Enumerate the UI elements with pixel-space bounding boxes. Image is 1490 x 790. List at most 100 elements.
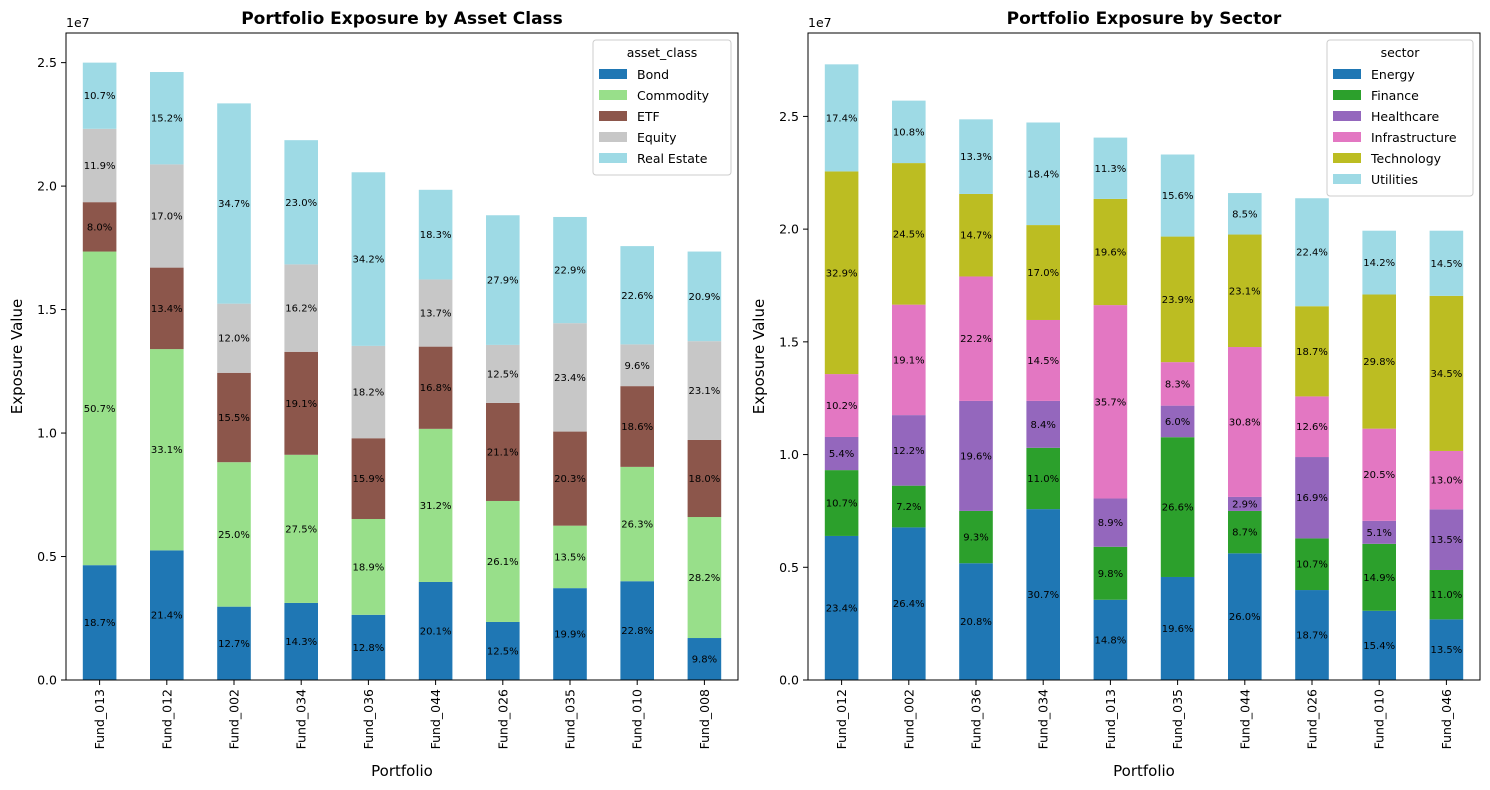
data-label: 14.2%	[1363, 258, 1395, 269]
legend-entry: Commodity	[637, 88, 710, 103]
data-label: 27.9%	[487, 276, 519, 287]
bar-segment-technology	[1295, 306, 1329, 397]
bar-segment-energy	[959, 563, 993, 680]
bar-segment-healthcare	[1093, 498, 1128, 547]
bar-segment-etf	[687, 439, 722, 518]
bar-segment-energy	[1026, 509, 1060, 680]
y-tick-label: 2.5	[37, 55, 57, 70]
bar-segment-equity	[284, 264, 318, 352]
bar-segment-finance	[1429, 569, 1464, 620]
data-label: 14.9%	[1363, 573, 1395, 584]
data-label: 33.1%	[151, 445, 183, 456]
bar-segment-commodity	[351, 518, 386, 615]
data-label: 14.7%	[960, 231, 992, 242]
bar-segment-healthcare	[1160, 405, 1195, 438]
data-label: 8.4%	[1030, 420, 1055, 431]
data-label: 19.1%	[893, 355, 925, 366]
bar-segment-bond	[486, 621, 520, 680]
bar-segment-real-estate	[217, 103, 251, 304]
plot-frame	[65, 32, 739, 681]
x-tick-label: Fund_008	[697, 689, 712, 749]
legend-entry: Infrastructure	[1371, 130, 1457, 145]
data-label: 15.4%	[1363, 641, 1395, 652]
bar-segment-commodity	[82, 251, 117, 566]
data-label: 11.0%	[1431, 590, 1463, 601]
data-label: 6.0%	[1165, 417, 1190, 428]
data-label: 9.8%	[1098, 569, 1123, 580]
data-label: 50.7%	[84, 404, 116, 415]
legend-entry: ETF	[637, 109, 660, 124]
legend-swatch-technology	[1333, 153, 1361, 163]
legend: asset_class Bond Commodity ETF Equity Real Es…	[592, 39, 732, 176]
bar-segment-equity	[687, 341, 722, 440]
bar-segment-real-estate	[284, 140, 318, 265]
legend-swatch-infrastructure	[1333, 132, 1361, 142]
data-label: 14.3%	[285, 637, 317, 648]
bar-segment-etf	[82, 202, 117, 252]
bar-segment-equity	[150, 164, 184, 268]
data-label: 5.1%	[1366, 528, 1391, 539]
legend-box	[1326, 39, 1474, 197]
y-tick-label: 0.0	[779, 673, 799, 688]
data-label: 14.8%	[1095, 635, 1127, 646]
data-label: 13.5%	[1431, 535, 1463, 546]
bar-segment-infrastructure	[1295, 396, 1329, 458]
bar-segment-real-estate	[486, 215, 520, 345]
data-label: 12.8%	[353, 643, 385, 654]
data-label: 10.8%	[893, 127, 925, 138]
data-label: 20.5%	[1363, 470, 1395, 481]
data-label: 20.3%	[554, 474, 586, 485]
data-label: 18.0%	[689, 474, 721, 485]
data-label: 27.5%	[285, 524, 317, 535]
bar-segment-bond	[351, 614, 386, 680]
data-label: 20.1%	[420, 626, 452, 637]
data-label: 13.0%	[1431, 476, 1463, 487]
data-label: 21.1%	[487, 447, 519, 458]
bar-segment-commodity	[687, 517, 722, 639]
y-tick-label: 0.0	[37, 673, 57, 688]
bar-segment-real-estate	[82, 62, 117, 129]
data-label: 18.4%	[1027, 169, 1059, 180]
y-tick-label: 1.0	[779, 447, 799, 462]
data-label: 23.9%	[1162, 295, 1194, 306]
data-label: 22.8%	[621, 626, 653, 637]
bar-segment-equity	[82, 128, 117, 203]
x-tick-label: Fund_044	[428, 689, 443, 749]
data-label: 22.6%	[621, 291, 653, 302]
legend-swatch-equity	[599, 132, 627, 142]
bar-segment-healthcare	[1362, 520, 1396, 544]
x-tick-label: Fund_035	[563, 689, 578, 749]
bar-segment-finance	[1295, 538, 1329, 591]
bar-segment-bond	[553, 588, 587, 680]
bar-segment-technology	[892, 163, 926, 305]
data-label: 18.6%	[621, 422, 653, 433]
data-label: 11.9%	[84, 161, 116, 172]
bar-segment-finance	[892, 485, 926, 528]
data-label: 13.7%	[420, 309, 452, 320]
data-label: 12.2%	[893, 446, 925, 457]
data-label: 19.6%	[1095, 248, 1127, 259]
data-label: 22.2%	[960, 334, 992, 345]
bar-segment-finance	[1228, 510, 1262, 554]
data-label: 29.8%	[1363, 357, 1395, 368]
x-tick-label: Fund_036	[969, 689, 984, 749]
bar-segment-technology	[1429, 295, 1464, 451]
y-tick-label: 2.5	[779, 109, 799, 124]
bar-segment-real-estate	[150, 72, 184, 165]
y-offset-label: 1e7	[66, 15, 90, 30]
bar-segment-healthcare	[824, 436, 859, 471]
data-label: 15.5%	[218, 413, 250, 424]
legend-swatch-commodity	[599, 90, 627, 100]
data-label: 12.0%	[218, 334, 250, 345]
data-label: 16.9%	[1296, 493, 1328, 504]
data-label: 2.9%	[1232, 499, 1257, 510]
bar-segment-infrastructure	[892, 304, 926, 416]
legend-entry: Utilities	[1371, 172, 1418, 187]
bar-segment-healthcare	[1228, 496, 1262, 511]
x-tick-label: Fund_026	[495, 689, 510, 749]
bar-segment-commodity	[418, 428, 453, 582]
bar-segment-bond	[217, 606, 251, 680]
y-tick-label: 1.5	[779, 334, 799, 349]
bar-segment-finance	[1362, 543, 1396, 611]
legend-entry: Equity	[637, 130, 677, 145]
